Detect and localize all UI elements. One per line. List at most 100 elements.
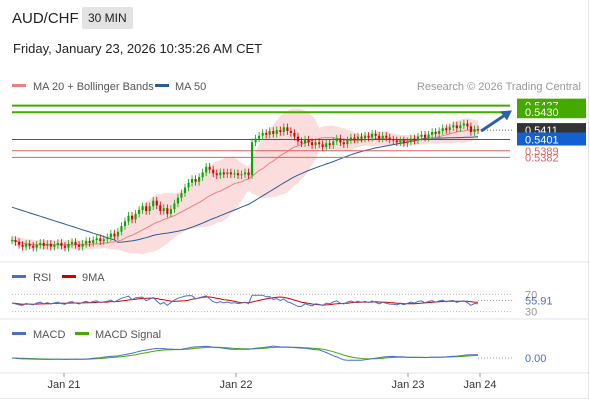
candle-body xyxy=(321,144,324,148)
candle-body xyxy=(363,135,367,139)
price-label-0.5389: 0.5389 xyxy=(525,146,559,158)
candle-body xyxy=(229,172,232,175)
x-tick-label: Jan 24 xyxy=(463,379,496,391)
candle-body xyxy=(314,142,317,146)
candle-body xyxy=(25,243,28,247)
macd-legend-swatch xyxy=(12,332,26,335)
candle-body xyxy=(28,243,31,246)
candle-body xyxy=(282,127,285,132)
candle-body xyxy=(420,134,423,137)
candle-body xyxy=(130,215,134,220)
macd-signal-legend-swatch xyxy=(75,332,89,335)
candle-body xyxy=(208,166,211,170)
candle-body xyxy=(268,131,271,135)
candle-body xyxy=(356,136,360,140)
candle-body xyxy=(462,123,465,126)
rsi-legend-label: RSI xyxy=(33,272,51,284)
x-axis: Jan 21 Jan 22 Jan 23 Jan 24 xyxy=(47,373,497,391)
rsi-line xyxy=(11,294,479,307)
datetime-label: Friday, January 23, 2026 10:35:26 AM CET xyxy=(13,41,263,56)
candle-body xyxy=(469,126,472,132)
candle-body xyxy=(378,135,381,139)
candle-body xyxy=(212,169,215,174)
candle-body xyxy=(32,245,35,248)
candle-body xyxy=(99,238,102,242)
price-label-0.5401: 0.5401 xyxy=(525,135,559,147)
candle-body xyxy=(159,205,162,211)
candle-body xyxy=(353,137,356,140)
candle-body xyxy=(201,172,204,178)
candle-body xyxy=(53,244,56,247)
macd-line xyxy=(11,345,478,361)
rsi-last-value: 55.91 xyxy=(525,295,553,307)
candle-body xyxy=(74,242,77,245)
candle-body xyxy=(328,143,331,146)
ma20-legend-label: MA 20 + Bollinger Bands xyxy=(33,81,154,93)
rsi-level-label-30: 30 xyxy=(525,307,537,319)
candle-body xyxy=(466,123,469,127)
candle-body xyxy=(219,172,222,176)
candle-body xyxy=(367,135,370,138)
candle-body xyxy=(63,245,67,248)
candle-body xyxy=(215,173,218,176)
candle-body xyxy=(78,244,81,247)
candle-body xyxy=(476,129,480,131)
candle-body xyxy=(162,208,165,211)
x-tick-label: Jan 21 xyxy=(47,379,80,391)
source-credit: Research © 2026 Trading Central xyxy=(417,81,581,93)
candle-body xyxy=(14,240,17,243)
candle-body xyxy=(455,125,458,129)
candle-body xyxy=(39,242,42,245)
candle-body xyxy=(395,140,398,143)
candle-body xyxy=(102,239,105,242)
candle-body xyxy=(349,137,352,141)
candle-body xyxy=(247,172,250,176)
candle-body xyxy=(473,129,476,132)
candle-body xyxy=(311,142,314,146)
candle-body xyxy=(173,203,176,210)
candle-body xyxy=(21,244,24,247)
candle-body xyxy=(49,243,52,247)
candle-body xyxy=(42,242,45,246)
candle-body xyxy=(438,131,441,134)
rsi-ma-legend-label: 9MA xyxy=(82,272,105,284)
candle-body xyxy=(416,136,420,141)
candle-body xyxy=(296,136,300,142)
candle-body xyxy=(307,139,310,143)
candle-body xyxy=(67,243,70,248)
candle-body xyxy=(95,238,98,241)
rsi-legend: RSI 9MA xyxy=(12,272,105,284)
timeframe-button[interactable]: 30 MIN xyxy=(82,7,133,29)
candle-body xyxy=(399,140,402,143)
candle-body xyxy=(434,131,437,134)
candle-body xyxy=(176,197,179,204)
candle-body xyxy=(233,173,236,175)
candle-body xyxy=(275,130,278,134)
forecast-arrow-head xyxy=(500,110,512,121)
candle-body xyxy=(300,141,303,144)
macd-last-value: 0.00 xyxy=(525,353,546,365)
candle-body xyxy=(236,173,239,176)
candle-body xyxy=(406,141,409,144)
candle-body xyxy=(226,172,229,175)
candle-body xyxy=(35,244,38,248)
candle-body xyxy=(205,166,208,173)
candle-body xyxy=(335,138,338,142)
candle-body xyxy=(56,242,59,245)
candle-body xyxy=(169,209,172,214)
candle-body xyxy=(413,138,416,141)
candle-body xyxy=(134,213,137,220)
candle-body xyxy=(441,128,444,132)
candle-body xyxy=(141,206,144,211)
candle-body xyxy=(289,131,292,133)
forecast-arrow-shaft xyxy=(480,113,507,133)
candle-body xyxy=(116,231,119,237)
candle-body xyxy=(445,128,448,131)
ma20-legend-swatch xyxy=(12,84,26,87)
candle-body xyxy=(388,137,391,140)
rsi-ma-legend-swatch xyxy=(62,275,76,278)
candle-body xyxy=(10,240,14,242)
